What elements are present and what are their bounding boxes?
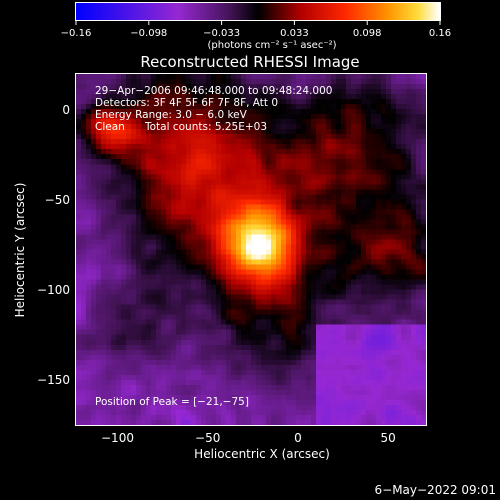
annotation-time-range: 29−Apr−2006 09:46:48.000 to 09:48:24.000 bbox=[95, 85, 333, 97]
annotation-algorithm: Clean bbox=[95, 121, 125, 133]
x-tick-label: 0 bbox=[294, 431, 302, 445]
colorbar-ticks bbox=[75, 20, 441, 25]
colorbar-gradient bbox=[76, 3, 440, 20]
colorbar-units-label: (photons cm⁻² s⁻¹ asec⁻²) bbox=[207, 40, 336, 51]
annotation-energy-range: Energy Range: 3.0 − 6.0 keV bbox=[95, 109, 247, 121]
x-tick-label: 50 bbox=[380, 431, 395, 445]
colorbar-tick-label: −0.16 bbox=[61, 28, 92, 39]
colorbar-tick-label: 0.16 bbox=[429, 28, 451, 39]
annotation-peak-position: Position of Peak = [−21,−75] bbox=[95, 396, 249, 408]
colorbar-tick-label: −0.098 bbox=[130, 28, 167, 39]
y-axis-label: Heliocentric Y (arcsec) bbox=[13, 183, 27, 318]
x-axis-tick-labels: −100 −50 0 50 bbox=[101, 431, 396, 445]
annotation-detectors: Detectors: 3F 4F 5F 6F 7F 8F, Att 0 bbox=[95, 97, 279, 109]
heatmap-image bbox=[76, 74, 426, 425]
chart-title: Reconstructed RHESSI Image bbox=[140, 53, 359, 71]
y-axis-tick-labels: 0 −50 −100 −150 bbox=[37, 103, 70, 387]
colorbar-tick-labels: −0.16 −0.098 −0.033 0.033 0.098 0.16 bbox=[61, 28, 451, 39]
y-tick-label: −100 bbox=[37, 283, 70, 297]
colorbar-tick-label: −0.033 bbox=[203, 28, 240, 39]
y-tick-label: −50 bbox=[45, 193, 70, 207]
footer-timestamp: 6−May−2022 09:01 bbox=[375, 483, 497, 497]
colorbar-tick-label: 0.098 bbox=[353, 28, 382, 39]
colorbar-frame bbox=[75, 2, 441, 21]
y-tick-label: 0 bbox=[62, 103, 70, 117]
x-tick-label: −100 bbox=[101, 431, 134, 445]
colorbar-tick-label: 0.033 bbox=[280, 28, 309, 39]
plot-frame bbox=[75, 73, 427, 426]
annotation-total-counts: Total counts: 5.25E+03 bbox=[145, 121, 268, 133]
x-axis-label: Heliocentric X (arcsec) bbox=[194, 447, 330, 461]
x-tick-label: −50 bbox=[195, 431, 220, 445]
y-tick-label: −150 bbox=[37, 373, 70, 387]
